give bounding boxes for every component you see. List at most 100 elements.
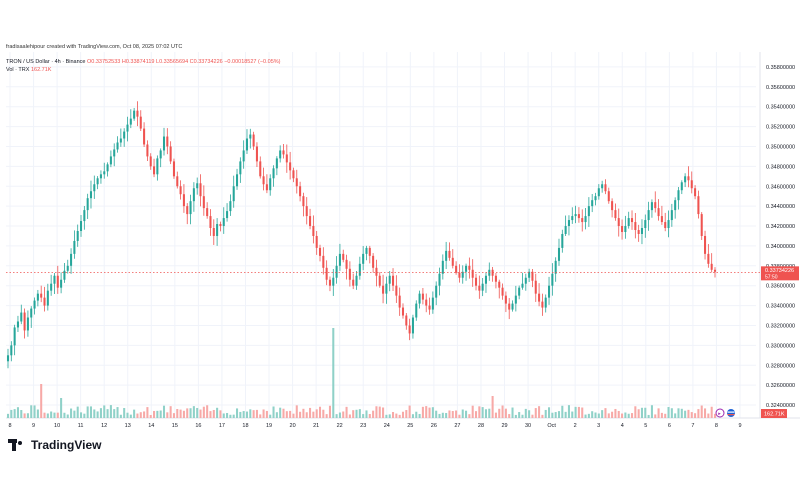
candle-body [189,201,192,215]
candle-body [362,253,365,264]
candle-body [621,226,624,232]
candle [196,177,199,195]
candle-body [109,156,112,165]
volume-bar [611,411,614,418]
candle [348,261,351,287]
candle [521,272,524,290]
candle [36,289,39,307]
x-tick-label: 21 [313,423,319,429]
candle-body [498,281,501,288]
candle-body [252,134,255,147]
candle [474,273,478,291]
volume-bar [448,410,451,418]
candle-body [405,315,408,326]
volume-bar [677,408,680,418]
volume-bar [591,411,594,418]
volume-bar [621,413,624,418]
candle-body [63,270,66,280]
x-tick-label: 6 [668,423,671,429]
volume-bar [83,413,86,418]
volume-bar [405,410,408,418]
volume-bar [644,407,647,418]
volume-label[interactable]: Vol · TRX [6,67,30,73]
candle-body [282,150,285,155]
candle-body [209,216,212,229]
candle [289,151,292,180]
volume-bar [229,414,232,418]
candle-body [478,285,481,291]
volume-bar [119,414,122,418]
price-badge-value: 0.33734226 [765,268,794,274]
x-tick-label: 23 [360,423,366,429]
candle [697,190,700,219]
price-badge-countdown: 57:50 [765,274,778,280]
candle-body [694,188,697,197]
candle-body [710,263,713,270]
candle [96,176,99,190]
candle-body [561,233,564,248]
candle [83,206,86,230]
candle [581,209,584,232]
candle [534,273,537,302]
x-tick-label: 19 [266,423,272,429]
candle-body [318,247,322,256]
candle-body [229,201,232,212]
candle [494,272,497,289]
legend: TRON / US Dollar · 4h · Binance O0.33752… [6,58,280,74]
candle [312,215,315,244]
candle [269,174,272,196]
candle-body [584,216,587,223]
volume-bar [212,409,215,418]
volume-bar [342,411,345,418]
volume-bar [627,413,630,418]
candle-body [43,297,46,306]
candle [644,214,647,238]
volume-bar [199,409,202,418]
candle-body [491,269,494,276]
candle [501,283,504,300]
candle-body [647,210,650,221]
candle [660,205,663,225]
volume-bar [425,406,428,418]
symbol-label[interactable]: TRON / US Dollar · 4h · Binance [6,59,86,65]
candle-body [644,220,647,229]
candle [219,221,222,232]
volume-bar [169,406,172,418]
candle-body [176,176,179,187]
x-tick-label: 22 [337,423,343,429]
candle [640,219,644,245]
candle-body [20,312,23,322]
x-tick-label: 9 [32,423,35,429]
candle-body [567,220,570,227]
candle [143,122,146,148]
candle-body [664,222,667,229]
candle-body [60,279,63,288]
x-tick-label: 24 [384,423,390,429]
candle-body [365,247,368,254]
candle [79,215,83,237]
volume-bar [232,414,235,418]
volume-bar [362,414,365,418]
candle [295,169,298,194]
candle [564,215,567,236]
candle [73,230,76,259]
x-tick-label: 25 [407,423,413,429]
candle [56,265,59,294]
candle [561,229,564,253]
volume-bar [259,414,262,418]
tradingview-logo[interactable]: TradingView [8,438,101,452]
candle-body [408,325,411,334]
candle-body [488,269,491,276]
y-tick-label: 0.34800000 [766,164,795,170]
flag-stripe [727,414,735,416]
candle [89,180,93,209]
candle [577,207,580,223]
volume-bar [279,407,282,418]
y-tick-label: 0.34400000 [766,204,795,210]
candle [372,253,375,273]
candle-body [26,317,29,331]
event-marker-glyph: ▸ [718,411,721,417]
volume-bar [116,407,119,418]
